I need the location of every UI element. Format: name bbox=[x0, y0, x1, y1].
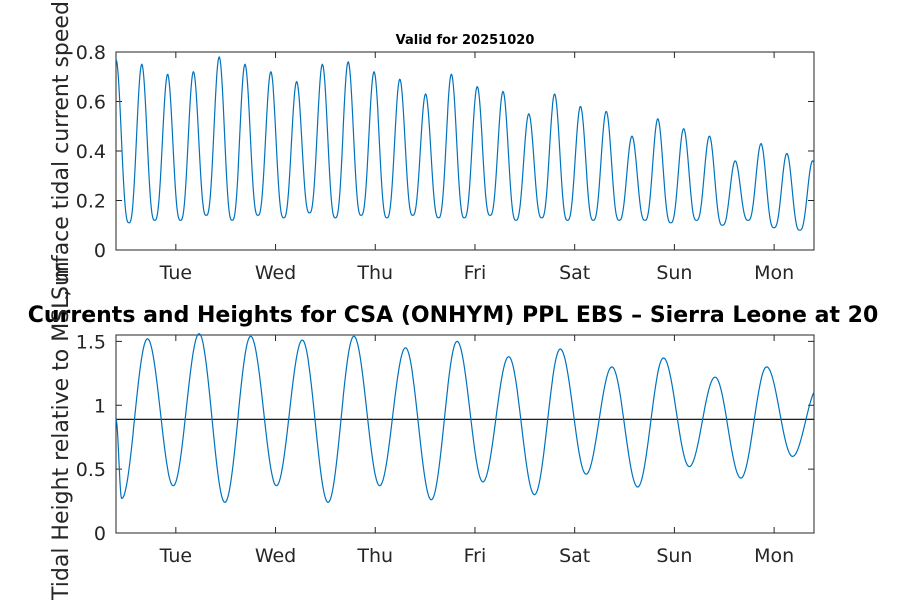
top-y-tick-label: 0.8 bbox=[76, 42, 106, 64]
top-y-tick-label: 0.6 bbox=[76, 92, 106, 114]
top-chart-y-label: Surface tidal current speed, kn bbox=[49, 0, 74, 300]
current-speed-series-line bbox=[115, 55, 815, 231]
bottom-chart-y-label: Tidal Height relative to MSL, m bbox=[49, 261, 74, 600]
top-y-tick-label: 0.4 bbox=[76, 141, 106, 163]
top-chart-title: Valid for 20251020 bbox=[396, 33, 535, 48]
top-y-tick-label: 0.2 bbox=[76, 191, 106, 213]
top-chart-x-axis: Tue Wed Thu Fri Sat Sun Mon bbox=[159, 52, 794, 284]
bottom-chart-plot-area bbox=[115, 334, 815, 534]
bottom-chart-y-axis: 0 0.5 1 1.5 bbox=[76, 331, 814, 545]
bottom-y-tick-label: 0 bbox=[94, 523, 106, 545]
bottom-x-tick-label: Sat bbox=[559, 545, 590, 567]
bottom-y-tick-label: 0.5 bbox=[76, 459, 106, 481]
top-x-tick-label: Sat bbox=[559, 262, 590, 284]
tidal-height-series-line bbox=[115, 333, 815, 503]
bottom-x-tick-label: Thu bbox=[356, 545, 393, 567]
bottom-chart-x-axis: Tue Wed Thu Fri Sat Sun Mon bbox=[159, 335, 794, 567]
bottom-y-tick-label: 1 bbox=[94, 395, 106, 417]
top-x-tick-label: Sun bbox=[656, 262, 692, 284]
bottom-y-tick-label: 1.5 bbox=[76, 331, 106, 353]
bottom-x-tick-label: Fri bbox=[464, 545, 487, 567]
top-chart-y-axis: 0 0.2 0.4 0.6 0.8 bbox=[76, 42, 814, 262]
bottom-x-tick-label: Mon bbox=[754, 545, 794, 567]
top-x-tick-label: Mon bbox=[754, 262, 794, 284]
top-y-tick-label: 0 bbox=[94, 240, 106, 262]
top-x-tick-label: Wed bbox=[255, 262, 296, 284]
top-x-tick-label: Tue bbox=[159, 262, 192, 284]
bottom-chart-title: Currents and Heights for CSA (ONHYM) PPL… bbox=[28, 303, 879, 328]
top-chart-plot-area bbox=[115, 51, 815, 251]
bottom-x-tick-label: Sun bbox=[656, 545, 692, 567]
bottom-x-tick-label: Tue bbox=[159, 545, 192, 567]
top-x-tick-label: Fri bbox=[464, 262, 487, 284]
top-x-tick-label: Thu bbox=[356, 262, 393, 284]
bottom-x-tick-label: Wed bbox=[255, 545, 296, 567]
